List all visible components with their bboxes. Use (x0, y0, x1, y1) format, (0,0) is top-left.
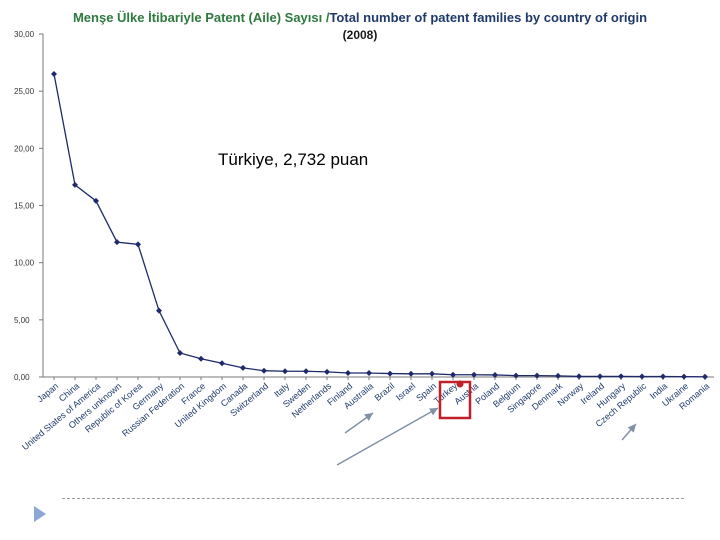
y-tick-label: 0,00 (14, 373, 30, 382)
data-point (156, 307, 162, 314)
data-point (135, 241, 141, 248)
slide-marker-icon (34, 506, 46, 522)
data-point (282, 368, 288, 375)
data-point (639, 373, 645, 380)
data-point (660, 373, 666, 380)
turkey-arrow-head (429, 408, 438, 416)
data-point (114, 239, 120, 246)
data-point (261, 367, 267, 374)
y-tick-label: 15,00 (14, 202, 35, 211)
data-point (93, 197, 99, 204)
data-point (366, 369, 372, 376)
brazil-arrow-head (364, 413, 373, 421)
y-tick-label: 30,00 (14, 30, 35, 39)
data-point (219, 360, 225, 367)
data-point (324, 368, 330, 375)
turkey-arrow (336, 407, 439, 466)
turkey-callout: Türkiye, 2,732 puan (214, 148, 373, 172)
y-tick-label: 5,00 (14, 316, 30, 325)
footer-divider (62, 498, 684, 499)
data-point (513, 372, 519, 379)
data-point (471, 371, 477, 378)
data-point (492, 371, 498, 378)
data-point (387, 370, 393, 377)
data-point (555, 372, 561, 379)
chart-subtitle-year: (2008) (342, 28, 378, 42)
data-point (450, 371, 456, 378)
y-tick-label: 20,00 (14, 144, 35, 153)
chart-title-turkish: Menşe Ülke İtibariyle Patent (Aile) Sayı… (72, 10, 330, 25)
series-line (53, 73, 706, 378)
chart-title: Menşe Ülke İtibariyle Patent (Aile) Sayı… (0, 10, 720, 25)
data-point (51, 71, 57, 78)
y-tick-label: 10,00 (14, 259, 35, 268)
data-point (534, 372, 540, 379)
data-point (198, 355, 204, 362)
y-tick-label: 25,00 (14, 87, 35, 96)
chart-title-english: Total number of patent families by count… (329, 10, 648, 25)
data-point (681, 373, 687, 380)
data-point (429, 370, 435, 377)
data-point (618, 373, 624, 380)
data-point (702, 373, 708, 380)
data-point (240, 364, 246, 371)
x-tick-label: Japan (35, 381, 60, 404)
turkey-highlight-box (438, 380, 472, 420)
data-point (345, 369, 351, 376)
x-tick-label: Brazil (373, 381, 397, 403)
data-point (72, 181, 78, 188)
data-point (408, 370, 414, 377)
czech-arrow-head (627, 424, 636, 433)
x-tick-label: Israel (394, 381, 417, 403)
data-point (576, 373, 582, 380)
data-point (597, 373, 603, 380)
data-point (303, 368, 309, 375)
turkey-highlight-dot (456, 380, 464, 388)
data-point (177, 349, 183, 356)
